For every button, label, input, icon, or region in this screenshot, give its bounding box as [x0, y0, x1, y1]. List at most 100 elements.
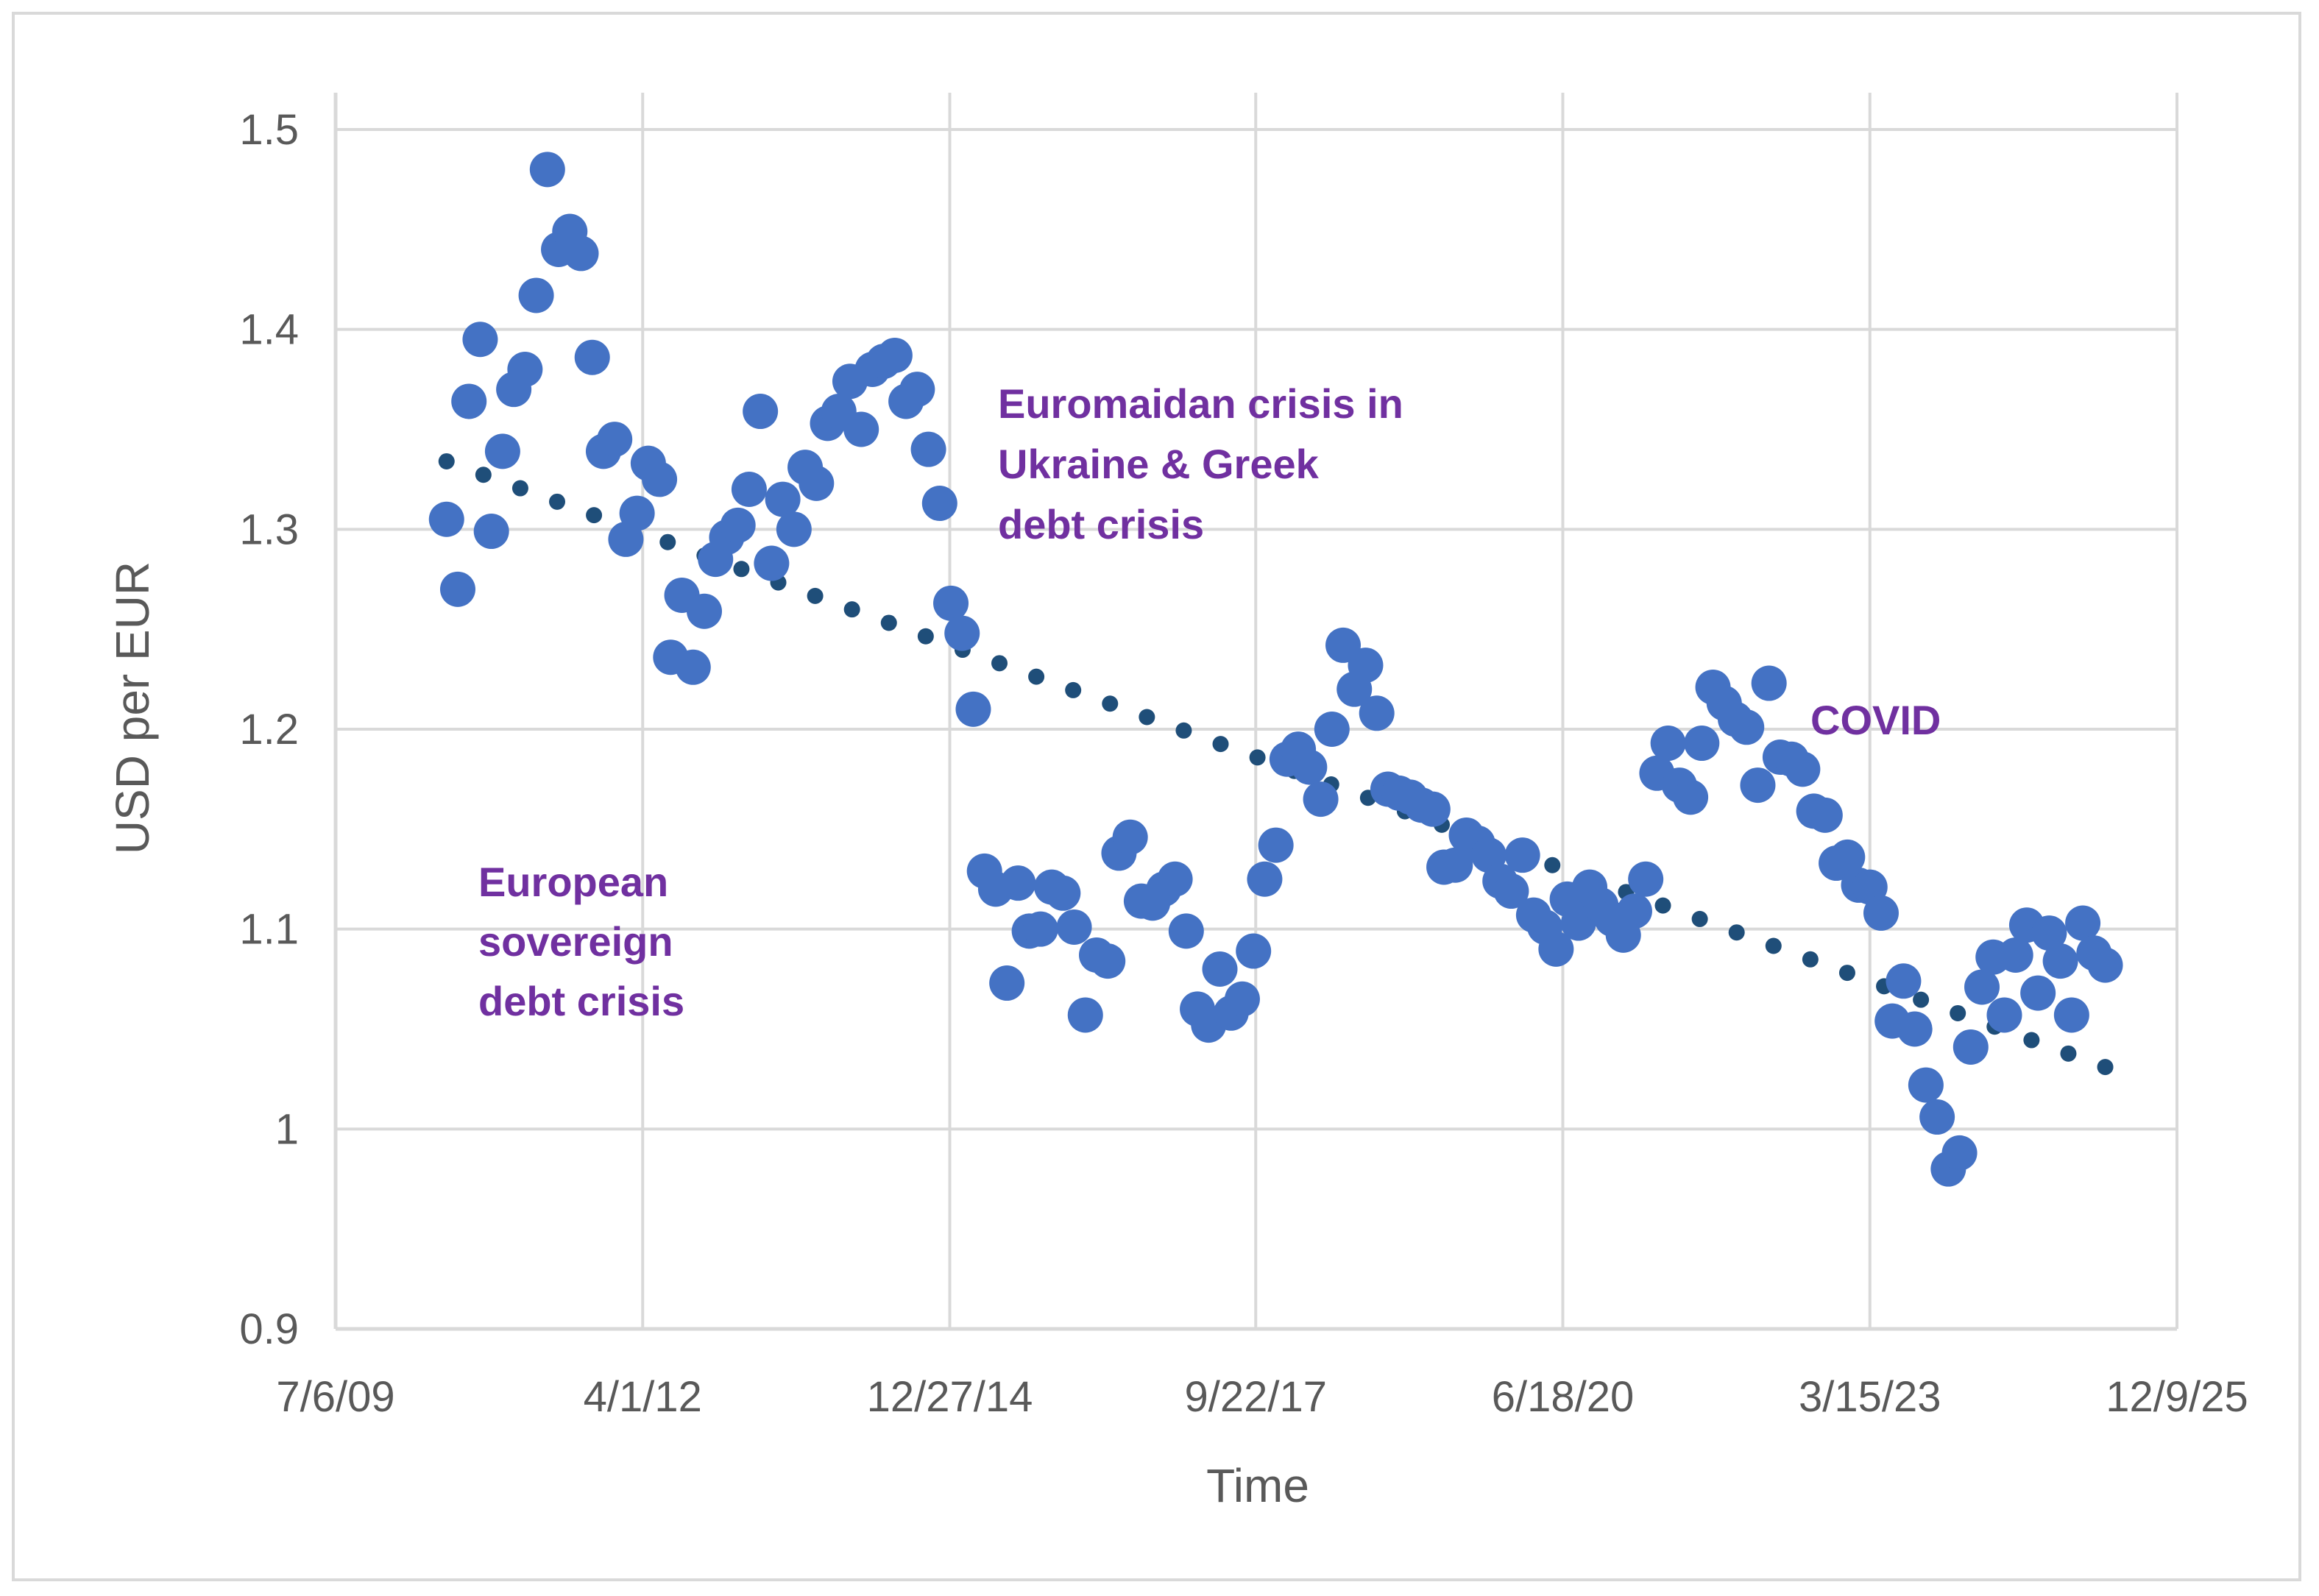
annotation-line: Euromaidan crisis in: [998, 380, 1403, 427]
data-point: [518, 277, 554, 313]
data-point: [731, 472, 767, 507]
data-point: [743, 394, 779, 430]
trend-dot: [549, 493, 566, 510]
trend-dot: [1212, 736, 1229, 753]
data-point: [1314, 712, 1350, 747]
data-point: [1292, 749, 1328, 785]
trend-dot: [2023, 1032, 2040, 1049]
y-tick-label: 1.2: [239, 706, 299, 753]
trend-dot: [1654, 897, 1671, 914]
data-point: [1000, 865, 1036, 901]
data-point: [2020, 975, 2056, 1011]
data-point: [2042, 943, 2078, 979]
data-point: [910, 431, 946, 467]
trend-dot: [991, 655, 1008, 672]
trend-dot: [1913, 991, 1930, 1008]
y-tick-label: 0.9: [239, 1305, 299, 1353]
trend-dot: [2060, 1045, 2077, 1062]
data-point: [484, 433, 520, 469]
trend-dot: [1728, 924, 1745, 941]
trend-dot: [880, 614, 897, 631]
data-point: [1112, 819, 1148, 855]
trend-dot: [586, 507, 603, 524]
data-point: [1045, 875, 1081, 911]
y-tick-label: 1: [275, 1105, 299, 1153]
trend-dot: [1544, 856, 1561, 873]
data-points: [428, 152, 2123, 1187]
y-tick-labels: 0.9 1 1.1 1.2 1.3 1.4 1.5: [239, 106, 299, 1353]
data-point: [1504, 837, 1540, 873]
trend-dot: [1175, 722, 1192, 739]
data-point: [1807, 797, 1843, 833]
annotation-line: debt crisis: [478, 978, 684, 1024]
data-point: [1493, 873, 1529, 909]
trend-dot: [1765, 937, 1782, 954]
data-point: [989, 965, 1025, 1001]
data-point: [765, 481, 801, 517]
data-point: [1650, 726, 1686, 762]
data-point: [1359, 695, 1395, 731]
trend-dot: [1249, 749, 1266, 766]
trend-dot: [843, 601, 860, 618]
trend-dot: [1139, 709, 1155, 726]
data-point: [1986, 997, 2022, 1033]
data-point: [574, 339, 610, 375]
trend-dot: [917, 628, 934, 645]
data-point: [1168, 913, 1204, 949]
trend-dot: [807, 587, 824, 604]
annotation-line: debt crisis: [998, 501, 1204, 547]
data-point: [619, 495, 655, 531]
data-point: [1684, 726, 1720, 762]
trend-dot: [475, 467, 492, 483]
data-point: [1258, 827, 1294, 863]
annotation-covid: COVID: [1810, 697, 1941, 743]
y-tick-label: 1.1: [239, 906, 299, 954]
data-point: [1964, 969, 2000, 1005]
data-point: [1830, 839, 1866, 875]
data-point: [1751, 665, 1787, 701]
data-point: [1236, 933, 1272, 969]
data-point: [1941, 1135, 1978, 1171]
x-tick-label: 4/1/12: [584, 1373, 702, 1421]
data-point: [675, 649, 711, 685]
data-point: [563, 235, 599, 272]
data-point: [642, 461, 678, 497]
data-point: [1303, 781, 1339, 817]
trend-dot: [733, 561, 750, 578]
data-point: [944, 615, 980, 651]
data-point: [877, 337, 913, 373]
data-point: [1247, 861, 1283, 897]
x-tick-label: 6/18/20: [1492, 1373, 1635, 1421]
data-point: [2031, 915, 2067, 951]
x-tick-label: 12/27/14: [867, 1373, 1033, 1421]
data-point: [1202, 951, 1238, 987]
data-point: [776, 511, 812, 547]
data-point: [1952, 1029, 1989, 1065]
data-point: [799, 465, 835, 501]
data-point: [462, 322, 498, 358]
data-point: [1997, 937, 2033, 973]
x-tick-label: 9/22/17: [1184, 1373, 1327, 1421]
data-point: [1908, 1067, 1944, 1103]
x-tick-label: 12/9/25: [2106, 1373, 2248, 1421]
data-point: [1022, 911, 1058, 947]
annotation-euromaidan: Euromaidan crisis in Ukraine & Greek deb…: [998, 380, 1403, 547]
data-point: [451, 383, 487, 419]
y-tick-label: 1.5: [239, 106, 299, 154]
data-point: [1740, 767, 1776, 804]
x-tick-label: 7/6/09: [276, 1373, 394, 1421]
data-point: [1863, 895, 1899, 931]
data-point: [933, 585, 969, 621]
data-point: [1628, 861, 1664, 897]
data-point: [1056, 909, 1092, 945]
data-point: [1437, 847, 1473, 883]
trend-dot: [1838, 965, 1855, 982]
data-point: [687, 593, 723, 629]
trend-dot: [1691, 910, 1708, 927]
data-point: [439, 571, 475, 607]
data-point: [1785, 751, 1821, 787]
trend-dot: [1065, 681, 1082, 698]
data-point: [2065, 905, 2101, 941]
y-tick-label: 1.4: [239, 306, 299, 354]
annotation-line: Ukraine & Greek: [998, 441, 1320, 487]
